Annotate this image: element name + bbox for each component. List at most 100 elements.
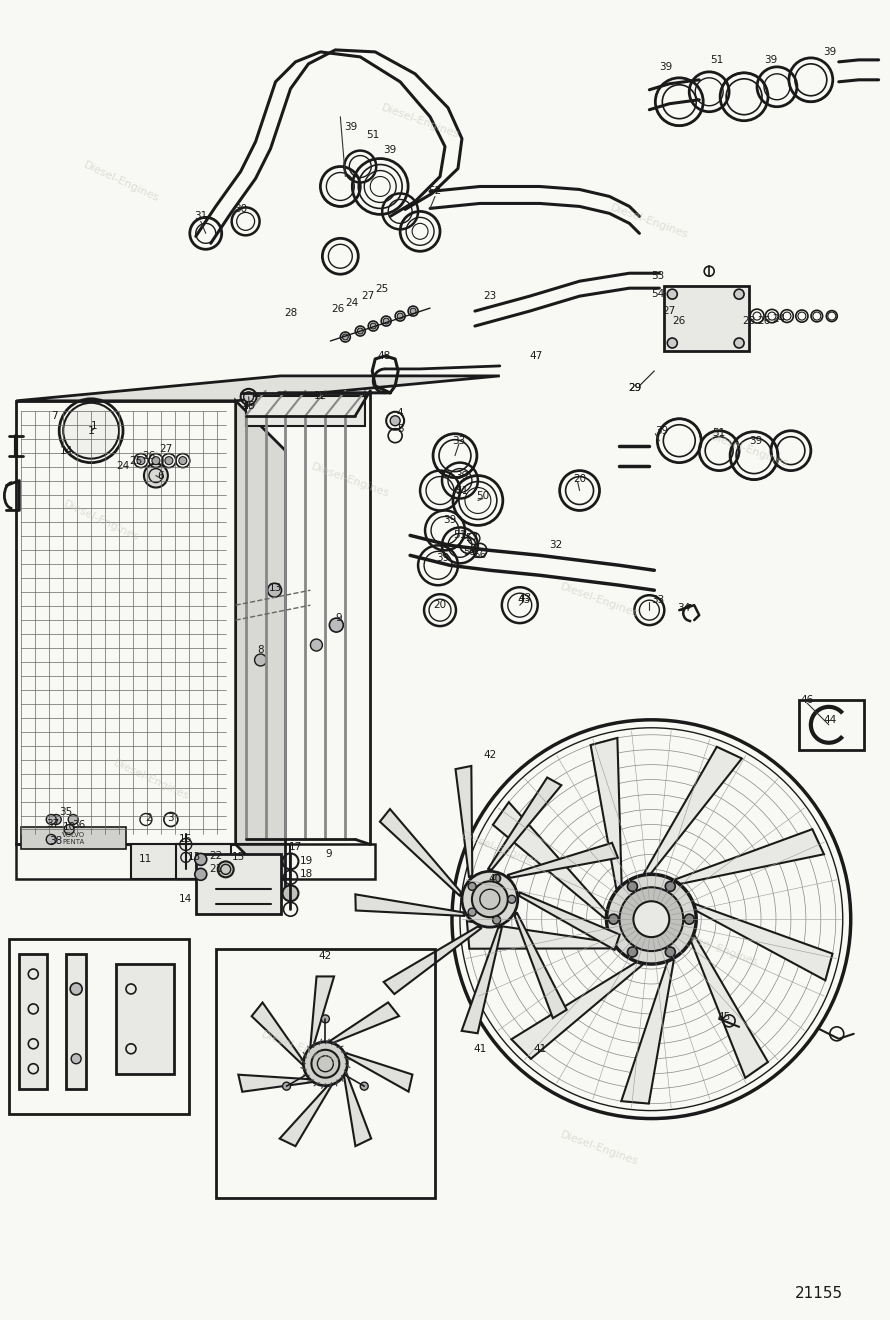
Text: 23: 23 [483,292,497,301]
Text: Diesel-Engines: Diesel-Engines [559,1130,640,1167]
Circle shape [312,1049,339,1077]
Text: 49: 49 [242,401,255,411]
Text: 36: 36 [72,821,85,830]
Text: 50: 50 [476,491,490,500]
Text: 16: 16 [179,834,192,845]
Circle shape [244,392,254,401]
Circle shape [343,334,348,341]
Circle shape [195,854,206,866]
Bar [799,700,863,750]
Text: 41: 41 [473,1044,487,1053]
Circle shape [627,946,637,957]
Circle shape [606,874,696,964]
Text: 9: 9 [325,849,332,859]
Circle shape [668,338,677,348]
Bar [176,845,290,879]
Text: 13: 13 [188,853,201,862]
Text: Diesel-Engines: Diesel-Engines [380,103,460,140]
Bar [196,854,280,915]
Polygon shape [355,895,465,916]
Polygon shape [512,962,643,1059]
Text: 39: 39 [344,121,357,132]
Polygon shape [488,777,562,870]
Text: Diesel-Engines: Diesel-Engines [679,931,759,968]
Circle shape [137,457,145,465]
Circle shape [370,323,376,329]
Text: Diesel-Engines: Diesel-Engines [609,202,690,240]
Text: 28: 28 [284,308,297,318]
Text: 57: 57 [465,533,479,544]
Circle shape [144,463,168,487]
Text: Diesel-Engines: Diesel-Engines [459,830,540,869]
Text: Diesel-Engines: Diesel-Engines [559,581,640,619]
Text: 17: 17 [289,842,302,853]
Circle shape [627,882,637,891]
Text: 51: 51 [453,531,466,540]
Circle shape [46,814,56,825]
Polygon shape [344,1052,412,1092]
Text: 24: 24 [773,314,786,325]
Text: 2: 2 [146,813,152,822]
Text: 14: 14 [179,894,192,904]
Text: 41: 41 [533,1044,546,1053]
Circle shape [218,862,234,878]
Circle shape [357,329,363,334]
Circle shape [468,908,476,916]
Circle shape [472,882,508,917]
Bar [246,396,365,426]
Polygon shape [519,892,619,950]
Bar [20,954,47,1089]
Circle shape [179,457,187,465]
Text: 46: 46 [800,694,813,705]
Text: Diesel-Engines: Diesel-Engines [82,160,160,203]
Bar [16,845,376,879]
Polygon shape [692,935,768,1078]
Polygon shape [694,904,832,981]
Circle shape [684,915,694,924]
Polygon shape [16,376,500,401]
Text: 11: 11 [140,854,152,865]
Text: 26: 26 [757,315,771,326]
Circle shape [634,902,669,937]
Bar [66,954,86,1089]
Circle shape [52,814,61,825]
Text: 55: 55 [464,548,476,557]
Text: 21155: 21155 [795,1286,843,1300]
Text: 21: 21 [209,865,222,874]
Circle shape [734,338,744,348]
Text: 32: 32 [549,540,562,550]
Circle shape [734,289,744,300]
Text: 39: 39 [436,553,449,564]
Circle shape [46,834,56,845]
Circle shape [666,946,676,957]
Circle shape [668,289,677,300]
Polygon shape [621,960,674,1104]
Text: 47: 47 [529,351,542,360]
Text: Diesel-Engines: Diesel-Engines [260,1030,341,1068]
Text: 39: 39 [749,436,763,446]
Text: 39: 39 [659,62,672,71]
Text: 38: 38 [50,837,63,846]
Text: 1: 1 [87,426,94,436]
Text: 42: 42 [483,750,497,760]
Text: 39: 39 [765,55,778,65]
Text: Diesel-Engines: Diesel-Engines [61,499,141,543]
Circle shape [384,318,389,323]
Text: 53: 53 [651,271,664,281]
Text: 8: 8 [257,645,264,655]
Polygon shape [591,738,621,890]
Circle shape [282,886,298,902]
Circle shape [70,983,82,995]
Text: 3: 3 [167,813,174,822]
Polygon shape [344,1072,371,1146]
Text: Diesel-Engines: Diesel-Engines [111,758,190,801]
Circle shape [390,416,400,426]
Text: 5: 5 [397,424,403,434]
Circle shape [303,1041,347,1085]
Text: Diesel-Engines: Diesel-Engines [310,462,391,499]
Circle shape [268,583,281,597]
Text: 43: 43 [518,593,531,603]
Text: 6: 6 [158,470,164,480]
Text: 52: 52 [428,186,441,197]
Text: 45: 45 [717,1012,731,1022]
